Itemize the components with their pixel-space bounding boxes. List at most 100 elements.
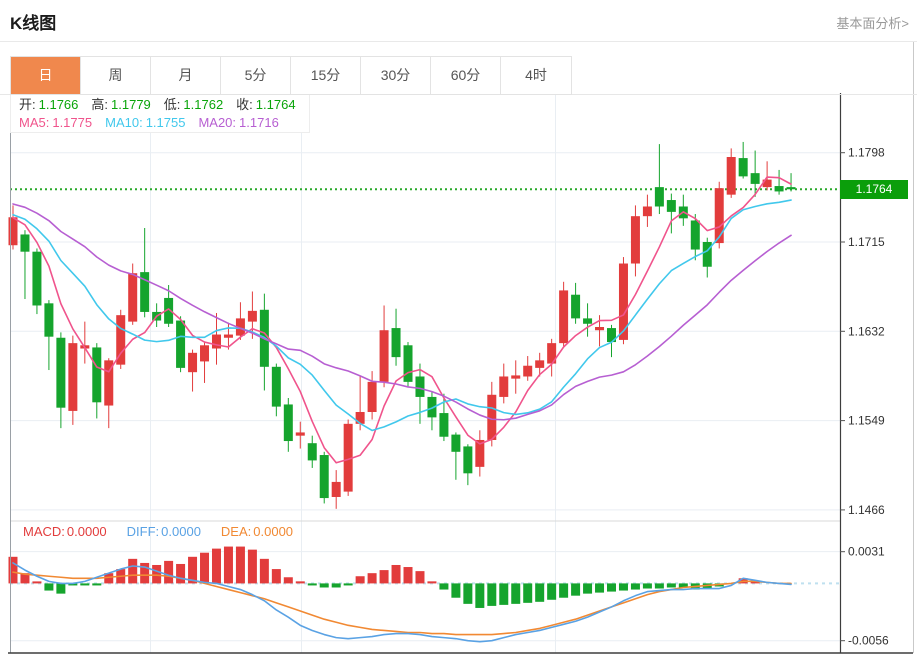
candle [104, 360, 114, 406]
candle [331, 481, 341, 497]
macd-bar [355, 576, 365, 584]
macd-bar [56, 583, 66, 594]
macd-bar [595, 583, 605, 593]
ohlc-row: 开: 1.1766 高: 1.1779 低: 1.1762 收: 1.1764 [11, 95, 309, 113]
ma10-label: MA10: [105, 115, 143, 130]
macd-bar [319, 583, 329, 588]
macd-bar [499, 583, 509, 605]
candle [223, 334, 233, 338]
candle [714, 188, 724, 244]
diff-label: DIFF: [126, 524, 160, 539]
candle [738, 158, 748, 177]
tab-日[interactable]: 日 [11, 57, 81, 94]
macd-bar [152, 564, 162, 584]
candle [271, 366, 281, 407]
axis-label: 0.0031 [848, 545, 885, 559]
tab-周[interactable]: 周 [81, 57, 151, 94]
macd-bar [92, 583, 102, 586]
candle [642, 206, 652, 217]
macd-bar [630, 583, 640, 590]
high-value: 1.1779 [111, 97, 151, 112]
macd-bar [559, 583, 569, 598]
candle [44, 303, 54, 337]
macd-bar [283, 577, 293, 584]
macd-bar [463, 583, 473, 604]
candle [475, 439, 485, 467]
candle [20, 234, 30, 252]
candle [630, 216, 640, 264]
macd-bar [211, 548, 221, 584]
macd-value: 0.0000 [66, 524, 107, 539]
candle [499, 376, 509, 397]
axis-label: 1.1798 [848, 146, 885, 160]
macd-label: MACD: [23, 524, 65, 539]
macd-bar [678, 583, 688, 588]
macd-bar [68, 583, 78, 586]
macd-bar [331, 583, 341, 588]
tab-4时[interactable]: 4时 [501, 57, 571, 94]
candle [463, 446, 473, 474]
candle [188, 352, 198, 373]
candle [403, 345, 413, 382]
candle [750, 173, 760, 184]
macd-bar [200, 552, 210, 584]
candle [391, 328, 401, 358]
candle [283, 404, 293, 442]
fundamental-analysis-link[interactable]: 基本面分析> [836, 16, 909, 31]
ma10-line [12, 199, 792, 432]
close-label: 收: [236, 97, 253, 112]
candle [211, 334, 221, 349]
macd-bar [415, 571, 425, 584]
candle [427, 396, 437, 418]
macd-bar [20, 573, 30, 584]
candle [116, 315, 126, 365]
dea-value: 0.0000 [253, 524, 294, 539]
candle [523, 365, 533, 377]
macd-bar [343, 583, 353, 586]
candle [164, 297, 174, 324]
macd-bar [666, 583, 676, 588]
macd-bar [535, 583, 545, 602]
macd-bar [307, 583, 317, 586]
macd-bar [164, 560, 174, 584]
candle [666, 200, 676, 212]
ma5-value: 1.1775 [52, 115, 93, 130]
macd-bar [475, 583, 485, 608]
candle [511, 375, 521, 379]
macd-bar [44, 583, 54, 591]
tab-月[interactable]: 月 [151, 57, 221, 94]
page-title: K线图 [10, 14, 57, 33]
axis-label: -0.0056 [848, 634, 889, 648]
candle [295, 432, 305, 436]
macd-bar [750, 581, 760, 584]
current-price-label: 1.1764 [840, 180, 908, 199]
axis-label: 1.1715 [848, 235, 885, 249]
tab-60分[interactable]: 60分 [431, 57, 501, 94]
candle [535, 360, 545, 368]
macd-bar [128, 558, 138, 584]
tab-30分[interactable]: 30分 [361, 57, 431, 94]
candle [690, 220, 700, 250]
candle [367, 381, 377, 412]
low-label: 低: [163, 97, 181, 112]
macd-bar [271, 569, 281, 584]
high-label: 高: [91, 97, 109, 112]
ma5-label: MA5: [19, 115, 50, 130]
candle [547, 343, 557, 364]
candle [451, 434, 461, 452]
tab-5分[interactable]: 5分 [221, 57, 291, 94]
tab-15分[interactable]: 15分 [291, 57, 361, 94]
ohlc-legend: 开: 1.1766 高: 1.1779 低: 1.1762 收: 1.1764 MA5: 1.1… [10, 95, 310, 133]
macd-bar [607, 583, 616, 592]
header-bar: K线图 基本面分析> [0, 0, 917, 42]
candle [8, 217, 18, 246]
macd-bar [523, 583, 533, 603]
axis-label: 1.1466 [848, 503, 885, 517]
macd-bar [259, 558, 269, 584]
candle [571, 294, 581, 319]
diff-line [12, 562, 792, 643]
candle [654, 187, 664, 207]
macd-bar [295, 581, 305, 584]
